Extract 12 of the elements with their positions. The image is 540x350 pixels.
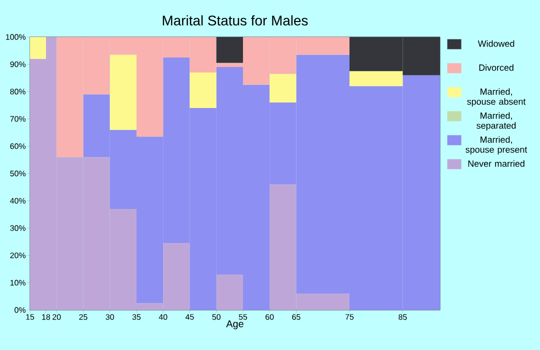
legend-label: Married, spouse absent bbox=[467, 88, 526, 107]
bar bbox=[190, 72, 216, 108]
legend-label: Divorced bbox=[479, 64, 514, 71]
legend-label: Married, spouse present bbox=[466, 136, 528, 155]
legend-label: Never married bbox=[468, 160, 524, 167]
bar bbox=[216, 274, 243, 310]
legend-label: Widowed bbox=[478, 40, 514, 47]
legend-label: Married, separated bbox=[476, 112, 516, 131]
bar bbox=[110, 54, 136, 130]
bar bbox=[270, 74, 296, 103]
x-axis-title: Age bbox=[226, 320, 244, 330]
chart-title: Marital Status for Males bbox=[162, 15, 308, 26]
